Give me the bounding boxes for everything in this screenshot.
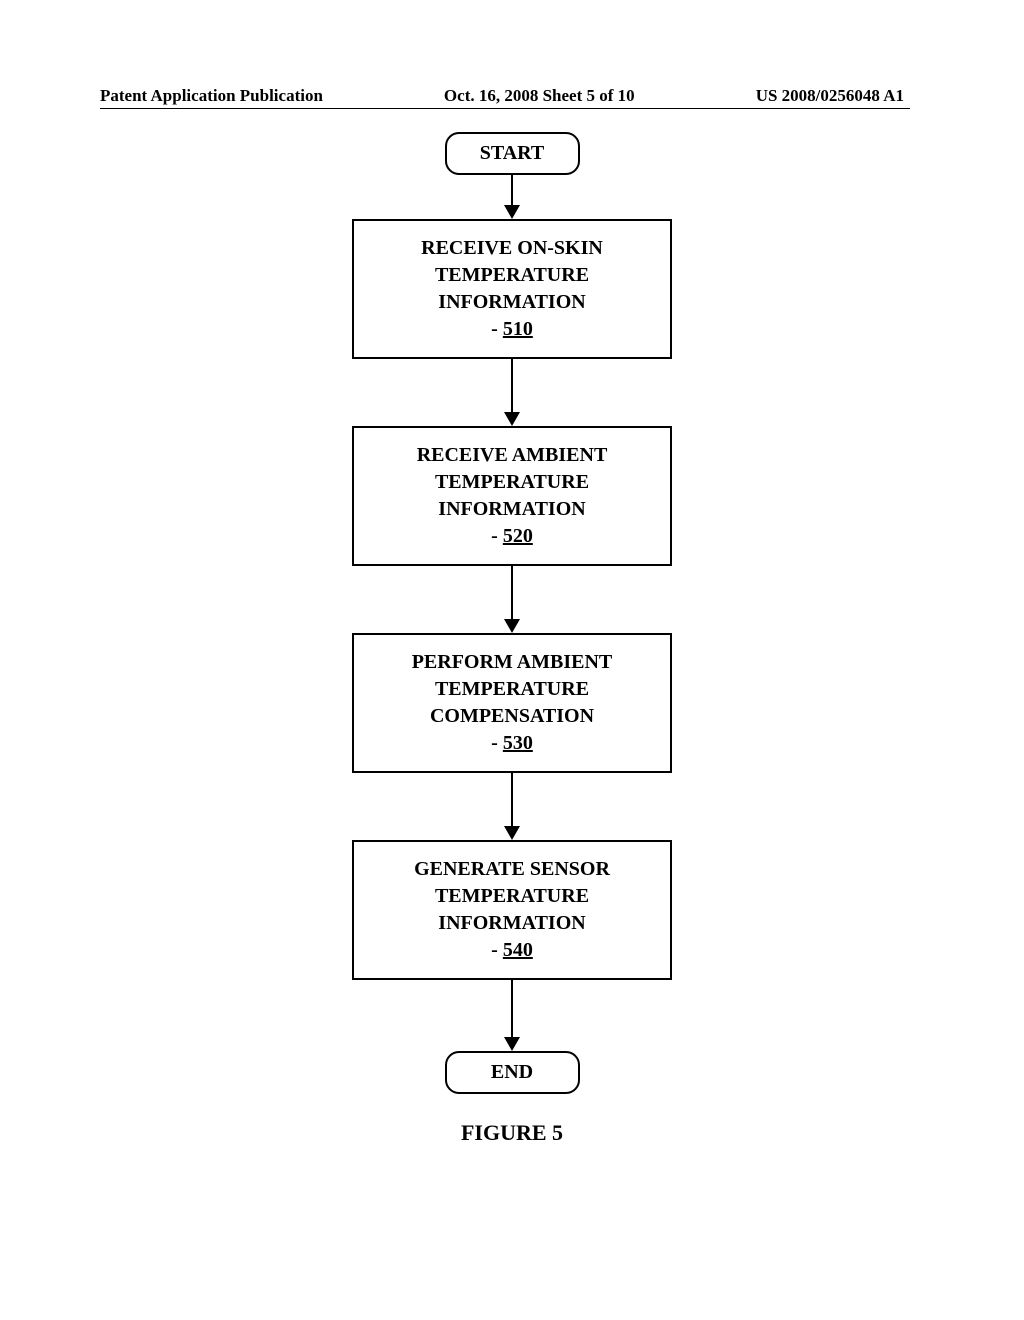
arrow: [504, 175, 520, 219]
step-ref-number: 510: [503, 318, 533, 340]
arrow: [504, 566, 520, 633]
arrow: [504, 359, 520, 426]
process-line: TEMPERATURE: [372, 883, 652, 910]
process-step-510: RECEIVE ON-SKINTEMPERATURE INFORMATION- …: [352, 219, 672, 359]
header-rule: [100, 108, 910, 109]
header-left: Patent Application Publication: [100, 86, 323, 106]
process-line: TEMPERATURE INFORMATION: [372, 469, 652, 523]
step-ref: - 510: [372, 316, 652, 343]
step-ref-number: 530: [503, 732, 533, 754]
step-ref: - 520: [372, 523, 652, 550]
step-ref-number: 520: [503, 525, 533, 547]
step-ref: - 540: [372, 937, 652, 964]
step-ref: - 530: [372, 730, 652, 757]
header-center: Oct. 16, 2008 Sheet 5 of 10: [444, 86, 635, 106]
end-terminal: END: [445, 1051, 580, 1094]
process-line: RECEIVE ON-SKIN: [372, 235, 652, 262]
figure-label: FIGURE 5: [0, 1120, 1024, 1146]
process-step-540: GENERATE SENSORTEMPERATUREINFORMATION- 5…: [352, 840, 672, 980]
process-line: TEMPERATURE INFORMATION: [372, 262, 652, 316]
process-step-530: PERFORM AMBIENTTEMPERATURECOMPENSATION- …: [352, 633, 672, 773]
process-line: TEMPERATURE: [372, 676, 652, 703]
flowchart: STARTRECEIVE ON-SKINTEMPERATURE INFORMAT…: [0, 132, 1024, 1094]
step-ref-number: 540: [503, 939, 533, 961]
process-line: INFORMATION: [372, 910, 652, 937]
header-right: US 2008/0256048 A1: [756, 86, 904, 106]
start-terminal: START: [445, 132, 580, 175]
process-line: GENERATE SENSOR: [372, 856, 652, 883]
page-header: Patent Application Publication Oct. 16, …: [0, 86, 1024, 106]
process-line: COMPENSATION: [372, 703, 652, 730]
process-line: PERFORM AMBIENT: [372, 649, 652, 676]
arrow: [504, 773, 520, 840]
process-line: RECEIVE AMBIENT: [372, 442, 652, 469]
process-step-520: RECEIVE AMBIENTTEMPERATURE INFORMATION- …: [352, 426, 672, 566]
arrow: [504, 980, 520, 1051]
